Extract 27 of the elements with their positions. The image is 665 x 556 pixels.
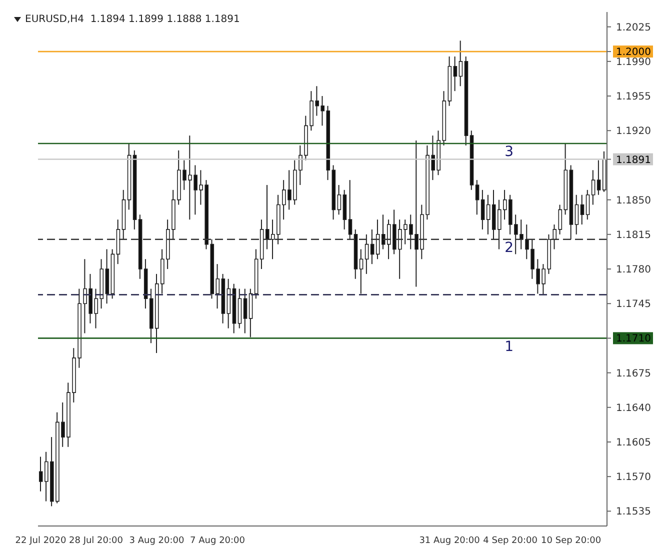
- annotation: 1: [504, 339, 514, 356]
- y-tick-label: 1.1815: [616, 230, 651, 241]
- chart-title: EURUSD,H4 1.1894 1.1899 1.1888 1.1891: [25, 14, 240, 25]
- y-tick-label: 1.1535: [616, 506, 651, 518]
- y-tick-label: 1.1745: [616, 299, 651, 310]
- y-tick-label: 1.1955: [616, 92, 651, 103]
- x-tick-label: 7 Aug 20:00: [190, 536, 246, 546]
- annotation: 2: [504, 240, 514, 256]
- x-tick-label: 4 Sep 20:00: [483, 536, 538, 546]
- x-tick-label: 10 Sep 20:00: [541, 536, 602, 546]
- y-tick-label: 1.1891: [616, 154, 651, 166]
- y-tick-label: 1.1570: [616, 472, 651, 484]
- y-tick-label: 1.1780: [616, 264, 651, 276]
- y-tick-label: 1.1990: [616, 56, 651, 68]
- y-tick-label: 1.1675: [616, 368, 651, 380]
- y-tick-label: 1.2025: [616, 22, 651, 34]
- x-tick-label: 28 Jul 20:00: [69, 536, 124, 546]
- y-tick-label: 1.2000: [616, 47, 651, 58]
- y-tick-label: 1.1850: [616, 195, 651, 206]
- annotation: 3: [504, 144, 514, 160]
- x-tick-label: 3 Aug 20:00: [129, 536, 185, 546]
- y-tick-label: 1.1920: [616, 126, 651, 138]
- x-tick-label: 22 Jul 2020: [15, 536, 67, 546]
- y-tick-label: 1.1640: [616, 402, 651, 414]
- x-tick-label: 31 Aug 20:00: [419, 536, 480, 546]
- y-tick-label: 1.1605: [616, 437, 651, 448]
- y-tick-label: 1.1710: [616, 334, 651, 345]
